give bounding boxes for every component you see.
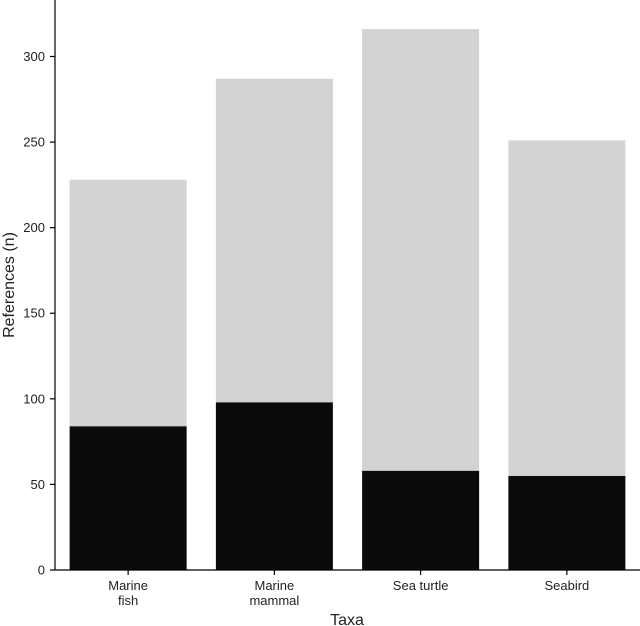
bars-group — [69, 29, 626, 570]
x-tick-label-0-1: fish — [118, 593, 138, 608]
bar-upper-0 — [69, 179, 187, 427]
x-tick-label-2-0: Sea turtle — [393, 578, 449, 593]
y-tick-label-4: 200 — [23, 220, 45, 235]
y-tick-label-0: 0 — [38, 563, 45, 578]
y-tick-label-2: 100 — [23, 391, 45, 406]
x-tick-label-1-1: mammal — [249, 593, 299, 608]
bar-upper-1 — [215, 78, 333, 403]
x-tick-label-0-0: Marine — [108, 578, 148, 593]
bar-upper-2 — [362, 29, 480, 471]
bar-lower-1 — [215, 402, 333, 570]
y-axis: 0 50 100 150 200 250 300 — [23, 0, 56, 578]
x-axis-title: Taxa — [330, 612, 364, 626]
y-axis-title: References (n) — [1, 232, 18, 338]
y-tick-label-1: 50 — [31, 477, 45, 492]
y-tick-label-5: 250 — [23, 135, 45, 150]
y-tick-label-3: 150 — [23, 306, 45, 321]
bar-lower-3 — [508, 475, 626, 570]
x-tick-label-1-0: Marine — [255, 578, 295, 593]
bar-lower-0 — [69, 426, 187, 570]
bar-lower-2 — [362, 470, 480, 570]
x-tick-label-3-0: Seabird — [544, 578, 589, 593]
bar-upper-3 — [508, 140, 626, 476]
y-tick-label-6: 300 — [23, 49, 45, 64]
